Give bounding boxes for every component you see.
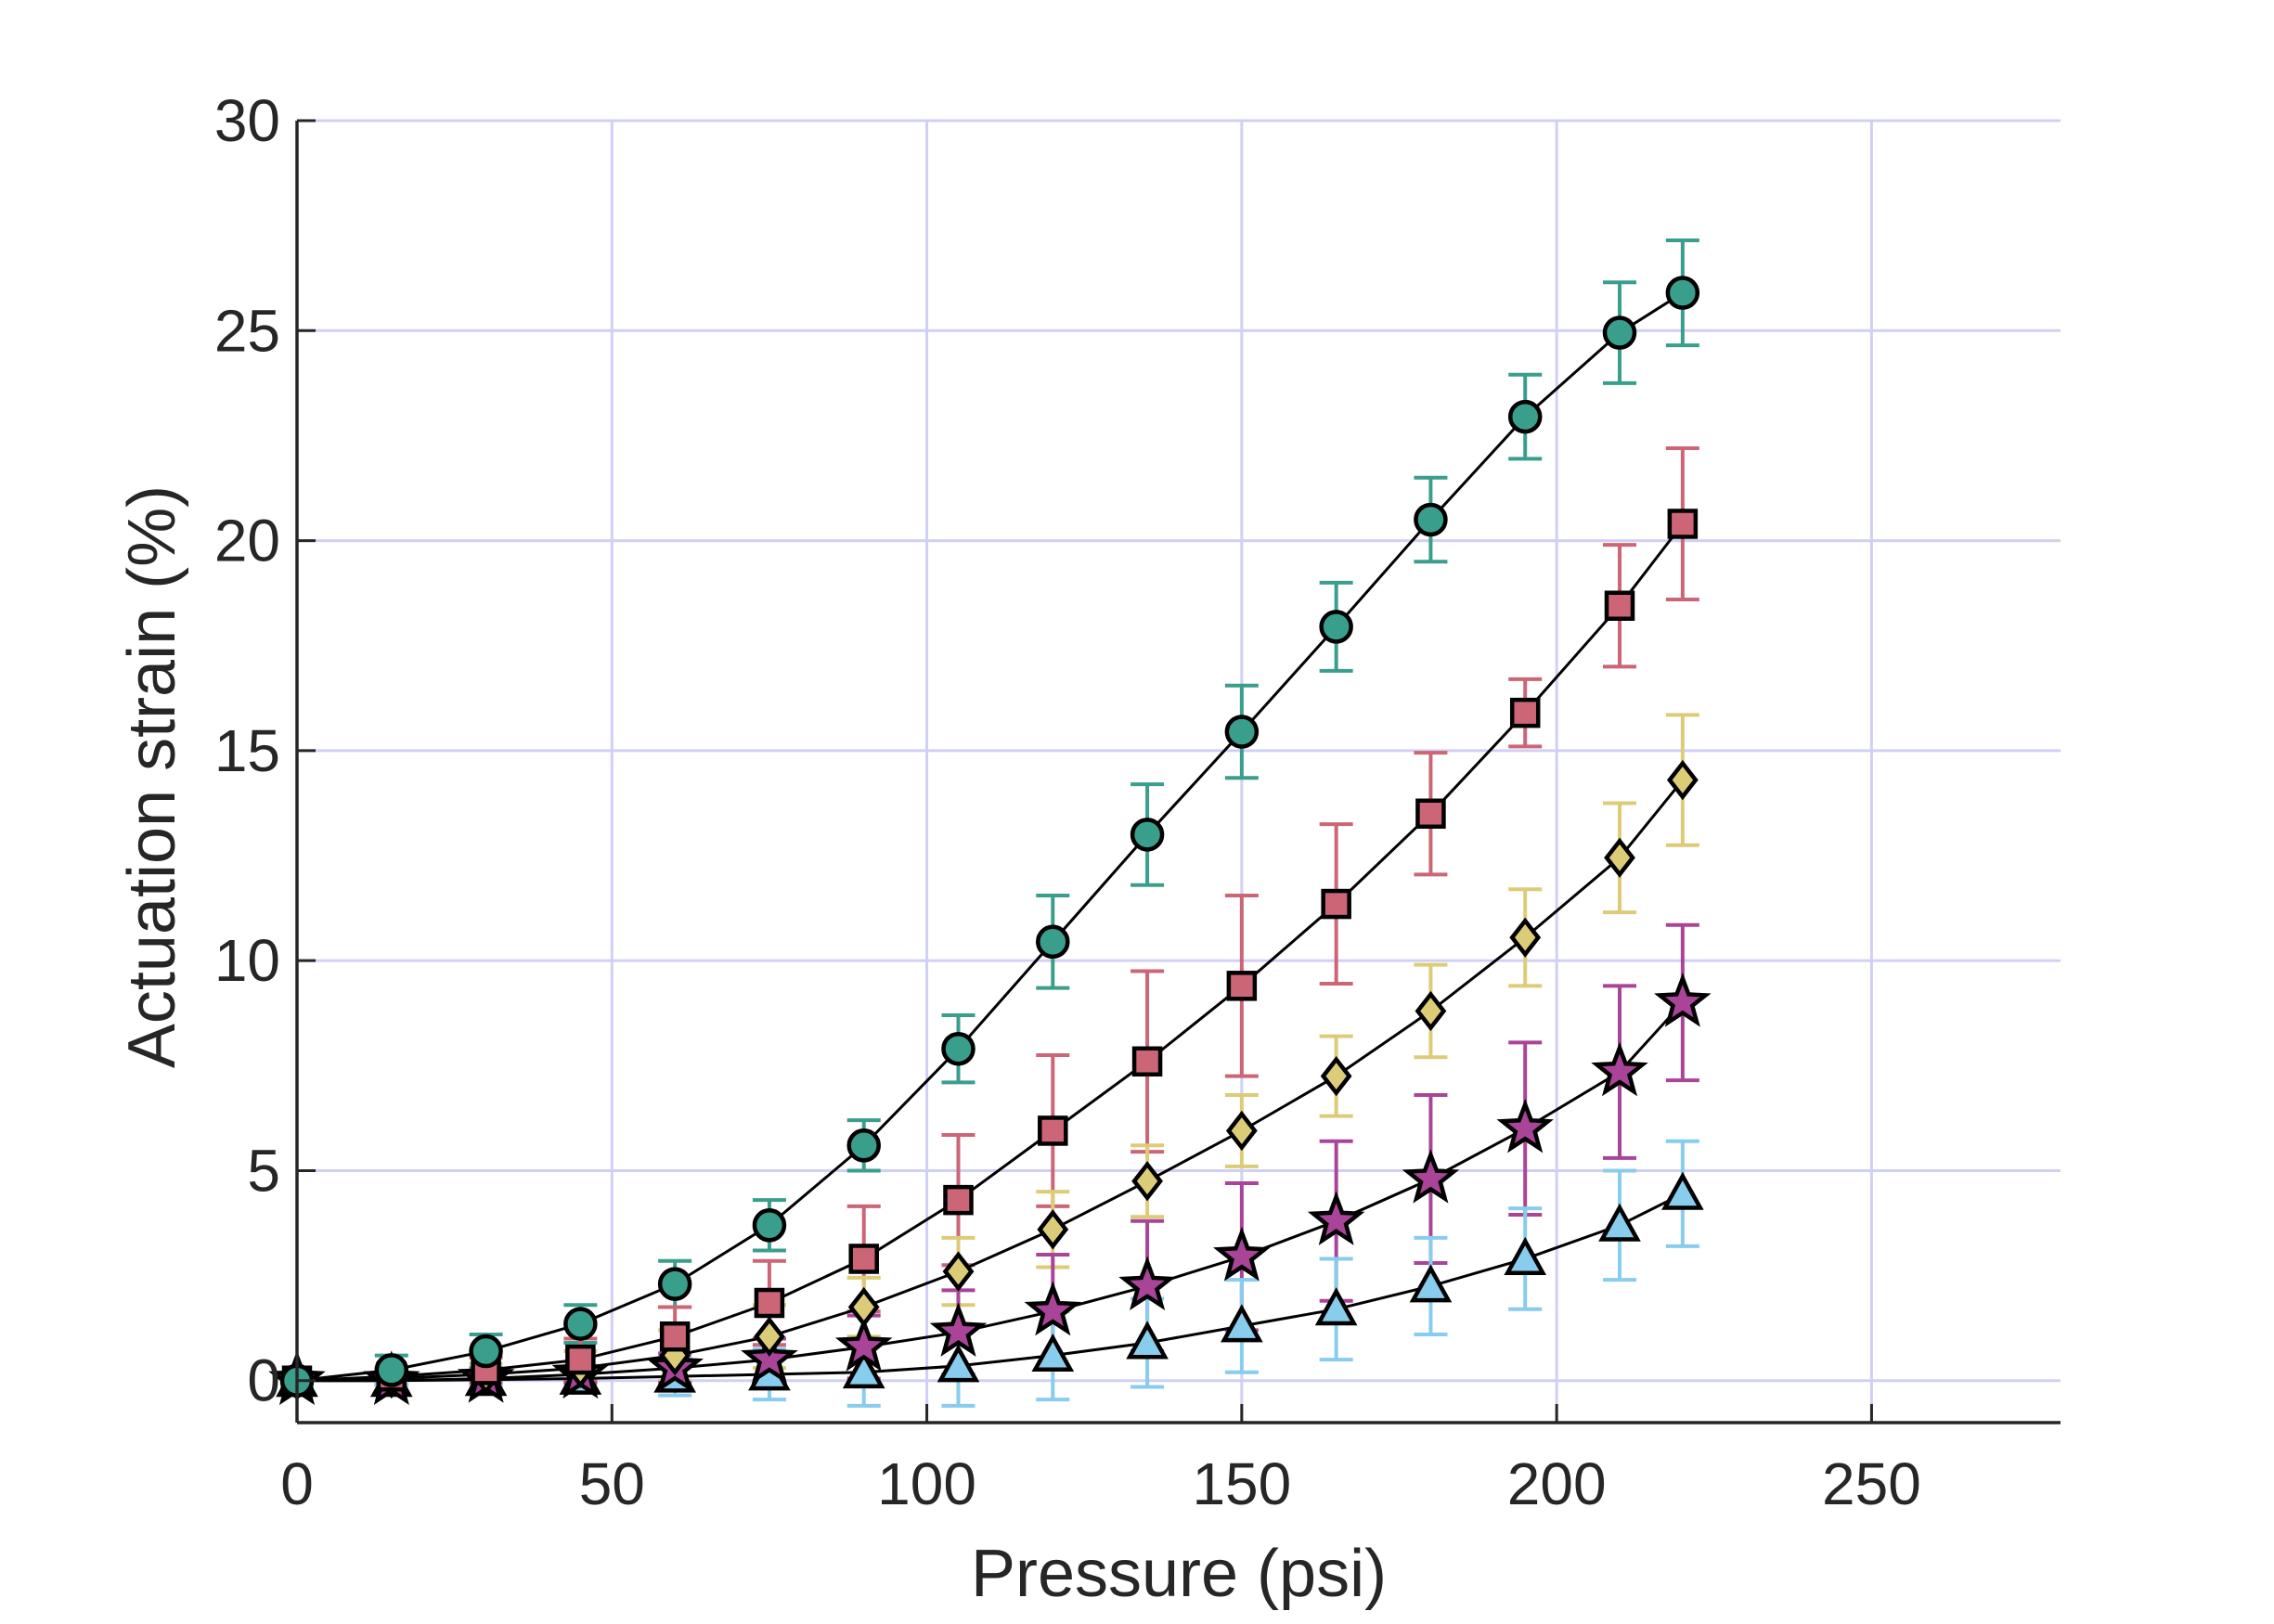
data-point	[848, 1244, 879, 1274]
series-line	[297, 1192, 1684, 1383]
series-2-errorbars	[280, 446, 1699, 1387]
data-point	[1415, 798, 1446, 830]
series-line	[296, 522, 1685, 1383]
data-point	[1225, 1110, 1258, 1152]
data-point	[565, 1344, 596, 1375]
y-tick-label: 0	[247, 1347, 280, 1414]
data-point	[1118, 1256, 1176, 1311]
y-tick-label: 5	[247, 1137, 280, 1204]
x-tick-label: 200	[1507, 1450, 1607, 1517]
data-point	[1038, 1115, 1068, 1146]
series-line	[296, 779, 1685, 1383]
data-point	[1665, 276, 1700, 310]
series-line	[296, 291, 1684, 1383]
data-point	[741, 1329, 798, 1385]
data-point	[1409, 1264, 1453, 1303]
data-point	[1321, 888, 1351, 920]
series-3-errorbars	[280, 713, 1699, 1387]
data-point	[842, 1350, 885, 1389]
series-4-errorbars	[280, 922, 1699, 1387]
series-line	[297, 1001, 1685, 1383]
data-point	[754, 1316, 785, 1357]
data-point	[1504, 1236, 1547, 1275]
series-3	[281, 759, 1699, 1401]
data-point	[1307, 1191, 1365, 1245]
data-point	[1221, 1304, 1263, 1343]
y-tick-label: 20	[214, 508, 280, 574]
data-point	[1591, 1041, 1648, 1097]
data-point	[1509, 917, 1542, 958]
data-point	[1131, 1046, 1163, 1077]
data-point	[847, 1286, 880, 1328]
data-point	[846, 1128, 881, 1163]
data-point	[1314, 1287, 1358, 1326]
data-point	[1319, 610, 1353, 644]
data-point	[1226, 971, 1258, 1001]
x-tick-label: 100	[877, 1450, 976, 1517]
data-point	[1131, 1161, 1163, 1202]
data-point	[1604, 837, 1635, 878]
data-point	[1024, 1281, 1082, 1336]
y-tick-label: 25	[214, 297, 280, 364]
data-point	[1415, 990, 1447, 1032]
data-point	[1036, 924, 1070, 960]
y-tick-label: 10	[214, 927, 280, 994]
axes	[295, 119, 2061, 1424]
x-tick-label: 50	[579, 1450, 645, 1517]
data-point	[754, 1287, 785, 1319]
data-point	[469, 1334, 503, 1369]
data-point	[1509, 697, 1541, 728]
data-point	[1654, 973, 1712, 1027]
data-point	[834, 1317, 893, 1372]
series-1	[279, 276, 1700, 1398]
data-point	[1496, 1098, 1554, 1154]
x-tick-label: 0	[280, 1450, 314, 1517]
data-point	[1602, 316, 1637, 350]
data-point	[659, 1321, 691, 1352]
data-point	[1402, 1149, 1460, 1204]
data-point	[1507, 399, 1543, 434]
data-point	[657, 1267, 692, 1301]
data-point	[943, 1184, 974, 1216]
data-point	[1224, 715, 1260, 749]
data-point	[941, 1031, 975, 1066]
y-axis-label: Actuation strain (%)	[115, 485, 189, 1068]
data-point	[1666, 759, 1699, 801]
data-point	[1126, 1321, 1169, 1360]
data-point	[1213, 1226, 1271, 1282]
tick-labels: 0 50 100 150 200 250 0 5 10 15 20 25 30	[214, 87, 1921, 1517]
data-point	[1037, 1209, 1069, 1250]
y-tick-label: 30	[214, 87, 280, 154]
x-axis-label: Pressure (psi)	[971, 1537, 1387, 1611]
data-point	[1031, 1333, 1075, 1373]
x-tick-label: 150	[1192, 1450, 1291, 1517]
data-point	[937, 1344, 980, 1383]
grid	[295, 119, 2061, 1423]
data-point	[1130, 818, 1165, 852]
data-point	[1320, 1055, 1352, 1097]
x-tick-label: 250	[1822, 1450, 1921, 1517]
series-layer	[268, 238, 1712, 1408]
data-point	[942, 1251, 975, 1292]
data-point	[1604, 590, 1635, 621]
data-point	[929, 1302, 988, 1357]
data-point	[563, 1307, 598, 1341]
data-point	[1414, 502, 1448, 537]
data-point	[752, 1208, 787, 1243]
series-1-errorbars	[280, 238, 1699, 1389]
series-2	[281, 509, 1699, 1396]
data-point	[1667, 509, 1699, 539]
data-point	[1661, 1171, 1704, 1210]
data-point	[374, 1353, 409, 1387]
y-tick-label: 15	[214, 717, 280, 784]
data-point	[1598, 1203, 1641, 1242]
